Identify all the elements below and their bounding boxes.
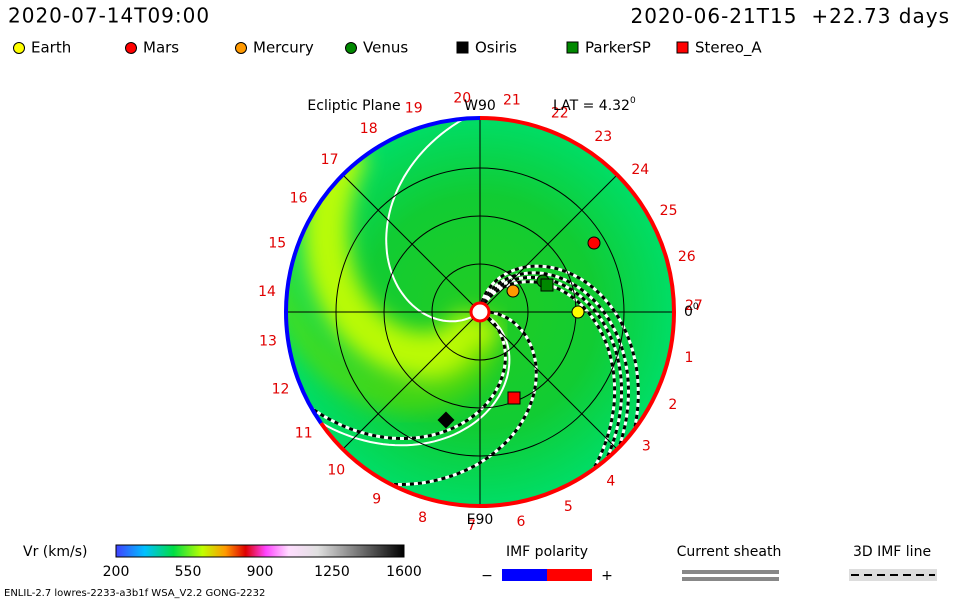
imf-minus: − xyxy=(481,568,493,584)
white-spiral xyxy=(385,118,505,323)
colorbar-tick-label: 1250 xyxy=(314,564,350,580)
legend-label: Mars xyxy=(143,39,179,57)
rim-label: 21 xyxy=(503,92,521,108)
bottom-label: E90 xyxy=(467,512,494,528)
colorbar-tick-label: 550 xyxy=(175,564,202,580)
rim-label: 14 xyxy=(258,284,276,300)
colorbar xyxy=(115,544,405,558)
legend-label: Mercury xyxy=(253,39,314,57)
lat-degree: 0 xyxy=(630,96,636,106)
rim-label: 23 xyxy=(594,129,612,145)
colorbar-tick-label: 200 xyxy=(103,564,130,580)
imf-pos xyxy=(547,569,592,581)
rim-label: 25 xyxy=(660,203,678,219)
body-marker xyxy=(506,284,520,298)
rim-label: 1 xyxy=(685,350,694,366)
rim-label: 9 xyxy=(372,491,381,507)
bodies xyxy=(437,236,601,429)
legend-marker xyxy=(13,42,25,54)
rim-label: 6 xyxy=(517,514,526,530)
legend-marker xyxy=(235,42,247,54)
imf-line-title: 3D IMF line xyxy=(853,544,931,560)
angle-value: 0 xyxy=(684,304,693,320)
rim-label: 24 xyxy=(631,162,649,178)
rim-label: 10 xyxy=(327,463,345,479)
body-marker xyxy=(571,305,585,319)
colorbar-tick-label: 1600 xyxy=(386,564,422,580)
fast-stream-band xyxy=(302,135,502,379)
rim-label: 4 xyxy=(606,473,615,489)
rim-label: 15 xyxy=(268,235,286,251)
imf-plus: + xyxy=(601,568,613,584)
imf-line xyxy=(286,316,507,441)
fast-stream xyxy=(286,135,502,413)
rim-label: 20 xyxy=(453,91,471,107)
white-spiral xyxy=(286,314,511,447)
legend: Earth Mars Mercury Venus Osiris ParkerSP Stere… xyxy=(13,39,762,58)
imf-title: IMF polarity xyxy=(506,544,588,560)
angle-label: 00 xyxy=(684,302,699,321)
rim-label: 22 xyxy=(551,105,569,121)
legend-label: Venus xyxy=(363,39,408,57)
sheath-line xyxy=(682,577,779,581)
rim-label: 5 xyxy=(564,499,573,515)
sun xyxy=(469,301,491,323)
lat-value: LAT = 4.32 xyxy=(553,98,630,114)
rim-blue xyxy=(284,116,481,425)
rim-label: 19 xyxy=(405,101,423,117)
imf-line xyxy=(342,310,538,486)
rim-label: 2 xyxy=(668,397,677,413)
top-label: W90 xyxy=(464,98,496,114)
imf-neg xyxy=(502,569,547,581)
imf-line xyxy=(483,280,617,506)
plot-title: Ecliptic Plane xyxy=(307,98,400,114)
rim-label: 12 xyxy=(272,381,290,397)
rim-label: 7 xyxy=(467,518,476,534)
legend-marker xyxy=(125,42,137,54)
legend-label: Earth xyxy=(31,39,71,57)
legend-label: Osiris xyxy=(475,39,517,57)
lat-label: LAT = 4.320 xyxy=(553,96,636,115)
legend-marker xyxy=(676,41,689,54)
ref-time-value: 2020-06-21T15 xyxy=(631,4,798,28)
body-marker xyxy=(587,236,601,250)
imf-line xyxy=(481,271,631,493)
legend-label: ParkerSP xyxy=(585,39,651,57)
body-marker xyxy=(507,391,521,405)
run-time: 2020-07-14T09:00 xyxy=(8,4,210,28)
rim-label: 13 xyxy=(259,333,277,349)
spirals xyxy=(286,118,640,506)
rim-label: 3 xyxy=(642,439,651,455)
rim-label: 18 xyxy=(360,121,378,137)
rim-label: 11 xyxy=(295,425,313,441)
sheath-title: Current sheath xyxy=(677,544,782,560)
rim-label: 26 xyxy=(678,249,696,265)
legend-label: Stereo_A xyxy=(695,39,762,58)
body-marker xyxy=(437,411,455,429)
footer: ENLIL-2.7 lowres-2233-a3b1f WSA_V2.2 GON… xyxy=(4,588,265,599)
colorbar-label: Vr (km/s) xyxy=(23,544,87,560)
body-marker xyxy=(540,278,554,292)
sheath-line xyxy=(682,570,779,574)
rim-label: 17 xyxy=(321,152,339,168)
ref-time: 2020-06-21T15 +22.73 days xyxy=(631,4,950,28)
offset: +22.73 days xyxy=(811,4,950,28)
colorbar-tick-label: 900 xyxy=(247,564,274,580)
slow-stream-band xyxy=(286,256,501,413)
rim-red xyxy=(319,116,676,508)
imf-line xyxy=(480,264,640,477)
legend-marker xyxy=(566,41,579,54)
rim-label: 8 xyxy=(418,510,427,526)
legend-marker xyxy=(345,42,357,54)
colorbar-ticks: 200 550 900 1250 1600 xyxy=(103,564,422,580)
angle-degree: 0 xyxy=(693,302,699,312)
legend-marker xyxy=(456,41,469,54)
rim-label: 27 xyxy=(685,298,703,314)
rim-label: 16 xyxy=(290,191,308,207)
